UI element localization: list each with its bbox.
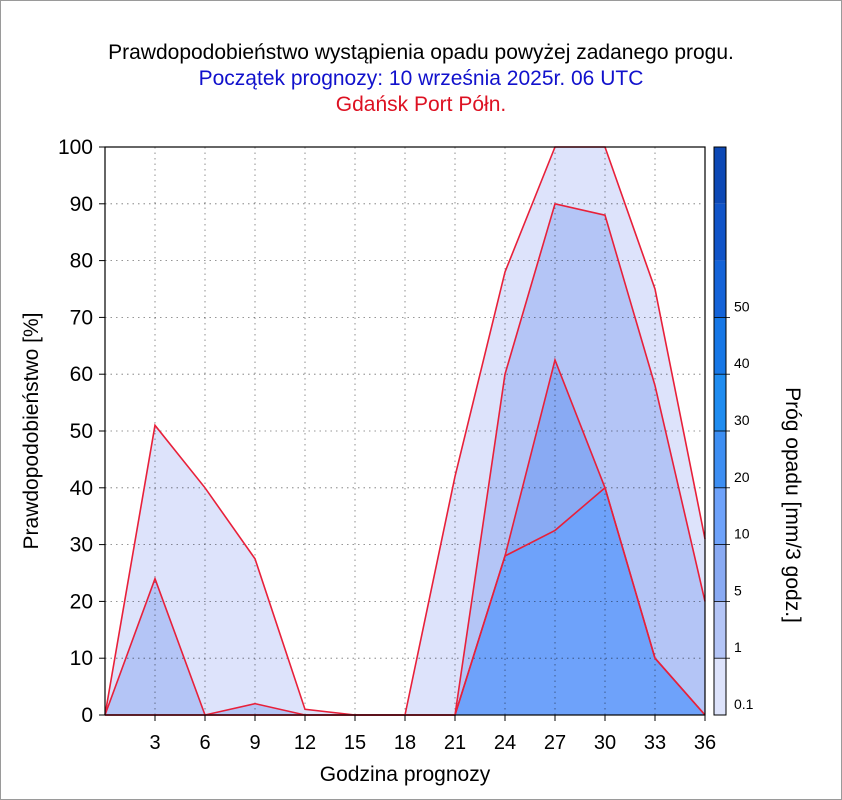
y-tick-label: 10 <box>70 647 93 670</box>
x-tick-label: 6 <box>199 732 210 754</box>
x-tick-label: 27 <box>544 732 566 754</box>
x-tick-label: 12 <box>294 732 316 754</box>
colorbar-segment <box>714 487 726 545</box>
grid-lines <box>105 147 705 715</box>
y-tick-label: 80 <box>70 250 93 273</box>
chart-location: Gdańsk Port Półn. <box>335 93 507 116</box>
area-threshold-3 <box>105 487 705 715</box>
x-axis-label: Godzina prognozy <box>320 763 491 786</box>
x-tick-label: 3 <box>149 732 160 754</box>
y-tick-label: 30 <box>70 534 93 557</box>
colorbar-tick-label: 1 <box>734 639 742 655</box>
y-tick-label: 0 <box>81 704 93 727</box>
y-tick-label: 70 <box>70 306 93 329</box>
x-tick-label: 36 <box>694 732 716 754</box>
colorbar-segment <box>714 147 726 204</box>
x-tick-label: 15 <box>344 732 366 754</box>
x-tick-label: 9 <box>249 732 260 754</box>
chart-title: Prawdopodobieństwo wystąpienia opadu pow… <box>108 41 734 64</box>
colorbar-segment <box>714 544 726 602</box>
y-tick-label: 60 <box>70 363 93 386</box>
y-tick-label: 50 <box>70 420 93 443</box>
x-tick-label: 24 <box>494 732 516 754</box>
colorbar-segment <box>714 431 726 488</box>
colorbar-tick-label: 0.1 <box>734 696 754 712</box>
x-tick-label: 33 <box>644 732 666 754</box>
y-axis-label: Prawdopodobieństwo [%] <box>20 313 43 550</box>
colorbar-segment <box>714 317 726 375</box>
colorbar-segment <box>714 374 726 431</box>
colorbar-tick-label: 40 <box>734 355 750 371</box>
colorbar-segment <box>714 203 726 261</box>
colorbar-tick-label: 10 <box>734 526 750 542</box>
colorbar-segment <box>714 260 726 318</box>
y-tick-label: 100 <box>58 136 93 159</box>
x-tick-label: 30 <box>594 732 616 754</box>
tick-labels: 3 6 9 12 15 18 21 24 27 30 33 360102030405060708090… <box>58 136 716 754</box>
y-tick-label: 90 <box>70 193 93 216</box>
colorbar-tick-label: 30 <box>734 412 750 428</box>
colorbar-tick-label: 5 <box>734 582 742 598</box>
x-tick-label: 18 <box>394 732 416 754</box>
colorbar-tick-label: 20 <box>734 469 750 485</box>
y-tick-label: 40 <box>70 477 93 500</box>
colorbar: 0.1 1 5 10 20 30 40 50 <box>713 146 754 716</box>
colorbar-tick-label: 50 <box>734 298 750 314</box>
colorbar-segment <box>714 658 726 715</box>
x-tick-label: 21 <box>444 732 466 754</box>
chart-subtitle: Początek prognozy: 10 września 2025r. 06… <box>198 67 644 90</box>
y-tick-label: 20 <box>70 590 93 613</box>
colorbar-segment <box>714 601 726 659</box>
colorbar-label: Próg opadu [mm/3 godz.] <box>781 387 804 623</box>
